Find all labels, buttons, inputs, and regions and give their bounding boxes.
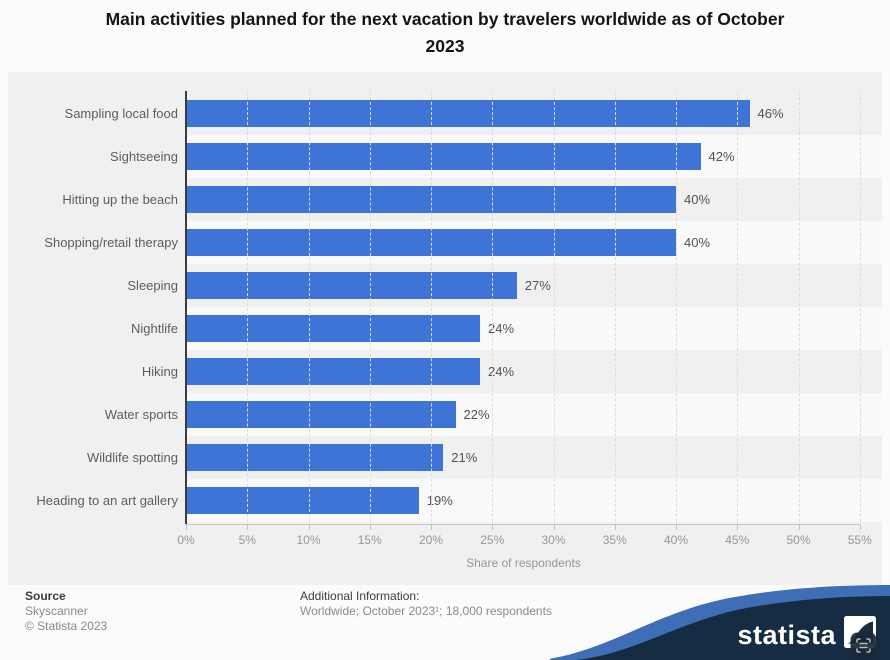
wave-navy <box>576 596 890 660</box>
x-tick-mark <box>737 524 739 530</box>
bar-row: Wildlife spotting 21% <box>8 436 882 479</box>
x-tick-label: 30% <box>541 533 566 547</box>
gridline <box>798 92 800 522</box>
statista-wave-graphic <box>550 585 890 660</box>
additional-info-label: Additional Information: <box>300 589 420 603</box>
x-tick-label: 0% <box>177 533 195 547</box>
x-tick-label: 40% <box>663 533 689 547</box>
gridline <box>676 92 677 522</box>
x-tick-mark <box>492 524 494 530</box>
x-tick-mark <box>308 524 310 530</box>
x-tick-label: 5% <box>238 533 256 547</box>
gridline <box>614 92 616 522</box>
x-tick-mark <box>553 524 555 530</box>
x-tick-label: 50% <box>786 533 811 547</box>
statista-logo-text: statista <box>737 620 836 650</box>
gridline <box>737 92 739 522</box>
scan-icon[interactable] <box>850 632 877 659</box>
bar-value-label: 22% <box>463 407 490 422</box>
x-tick-mark <box>186 524 187 530</box>
category-label: Sampling local food <box>64 106 178 121</box>
x-tick-mark <box>431 524 432 530</box>
x-tick-label: 55% <box>847 533 872 547</box>
source-block: Source Skyscanner © Statista 2023 <box>25 589 107 634</box>
bar-chart: Sampling local food 46% Sightseeing 42% Hitt… <box>8 72 882 585</box>
bar <box>186 487 419 514</box>
chart-title: Main activities planned for the next vac… <box>30 6 860 60</box>
bar-row: Heading to an art gallery 19% <box>8 479 882 522</box>
chart-title-line2: 2023 <box>425 36 465 56</box>
gridline <box>247 92 249 522</box>
additional-info-text: Worldwide; October 2023¹; 18,000 respond… <box>300 604 552 618</box>
bar <box>186 401 456 428</box>
bar-row: Hiking 24% <box>8 350 882 393</box>
bar-row: Shopping/retail therapy 40% <box>8 221 882 264</box>
x-tick-mark <box>676 524 677 530</box>
x-tick-mark <box>369 524 371 530</box>
x-tick-mark <box>798 524 800 530</box>
bar-rows: Sampling local food 46% Sightseeing 42% Hitt… <box>8 92 882 522</box>
category-label: Shopping/retail therapy <box>44 235 178 250</box>
x-tick-mark <box>614 524 616 530</box>
x-tick-label: 10% <box>296 533 321 547</box>
gridline <box>369 92 371 522</box>
x-tick-label: 35% <box>602 533 627 547</box>
x-tick-label: 45% <box>725 533 750 547</box>
additional-info-block: Additional Information: Worldwide; Octob… <box>300 589 552 619</box>
bar-value-label: 27% <box>524 278 551 293</box>
bar-row: Nightlife 24% <box>8 307 882 350</box>
bar <box>186 272 517 299</box>
bar-value-label: 21% <box>451 450 478 465</box>
bar-row: Sightseeing 42% <box>8 135 882 178</box>
bar <box>186 315 480 342</box>
category-label: Hiking <box>141 364 178 379</box>
category-label: Hitting up the beach <box>62 192 178 207</box>
gridline <box>431 92 432 522</box>
bar-row: Sleeping 27% <box>8 264 882 307</box>
bar-row: Hitting up the beach 40% <box>8 178 882 221</box>
category-label: Sleeping <box>127 278 178 293</box>
x-tick-mark <box>859 524 861 530</box>
category-label: Sightseeing <box>110 149 178 164</box>
source-name: Skyscanner <box>25 604 88 618</box>
category-label: Wildlife spotting <box>86 450 178 465</box>
chart-title-line1: Main activities planned for the next vac… <box>105 9 785 29</box>
x-axis-line <box>186 524 861 525</box>
category-label: Heading to an art gallery <box>36 493 178 508</box>
category-label: Nightlife <box>131 321 178 336</box>
bar-value-label: 40% <box>684 235 711 250</box>
bar-value-label: 19% <box>426 493 453 508</box>
x-tick-label: 20% <box>418 533 444 547</box>
y-axis-line <box>185 91 187 524</box>
bar <box>186 100 750 127</box>
copyright: © Statista 2023 <box>25 619 108 633</box>
x-axis-title: Share of respondents <box>466 556 581 570</box>
x-tick-mark <box>247 524 249 530</box>
bar-value-label: 24% <box>488 364 515 379</box>
bar <box>186 358 480 385</box>
bar <box>186 143 701 170</box>
wave-ribbon <box>550 585 890 660</box>
bar-row: Water sports 22% <box>8 393 882 436</box>
bar-row: Sampling local food 46% <box>8 92 882 135</box>
x-tick-label: 25% <box>480 533 505 547</box>
gridline <box>553 92 555 522</box>
bar-value-label: 40% <box>684 192 711 207</box>
gridline <box>859 92 861 522</box>
gridline <box>308 92 310 522</box>
bar-value-label: 24% <box>488 321 515 336</box>
bar-value-label: 46% <box>757 106 784 121</box>
bar <box>186 444 444 471</box>
source-label: Source <box>25 589 66 603</box>
x-tick-label: 15% <box>357 533 382 547</box>
gridline <box>492 92 494 522</box>
category-label: Water sports <box>104 407 178 422</box>
bar-value-label: 42% <box>708 149 735 164</box>
